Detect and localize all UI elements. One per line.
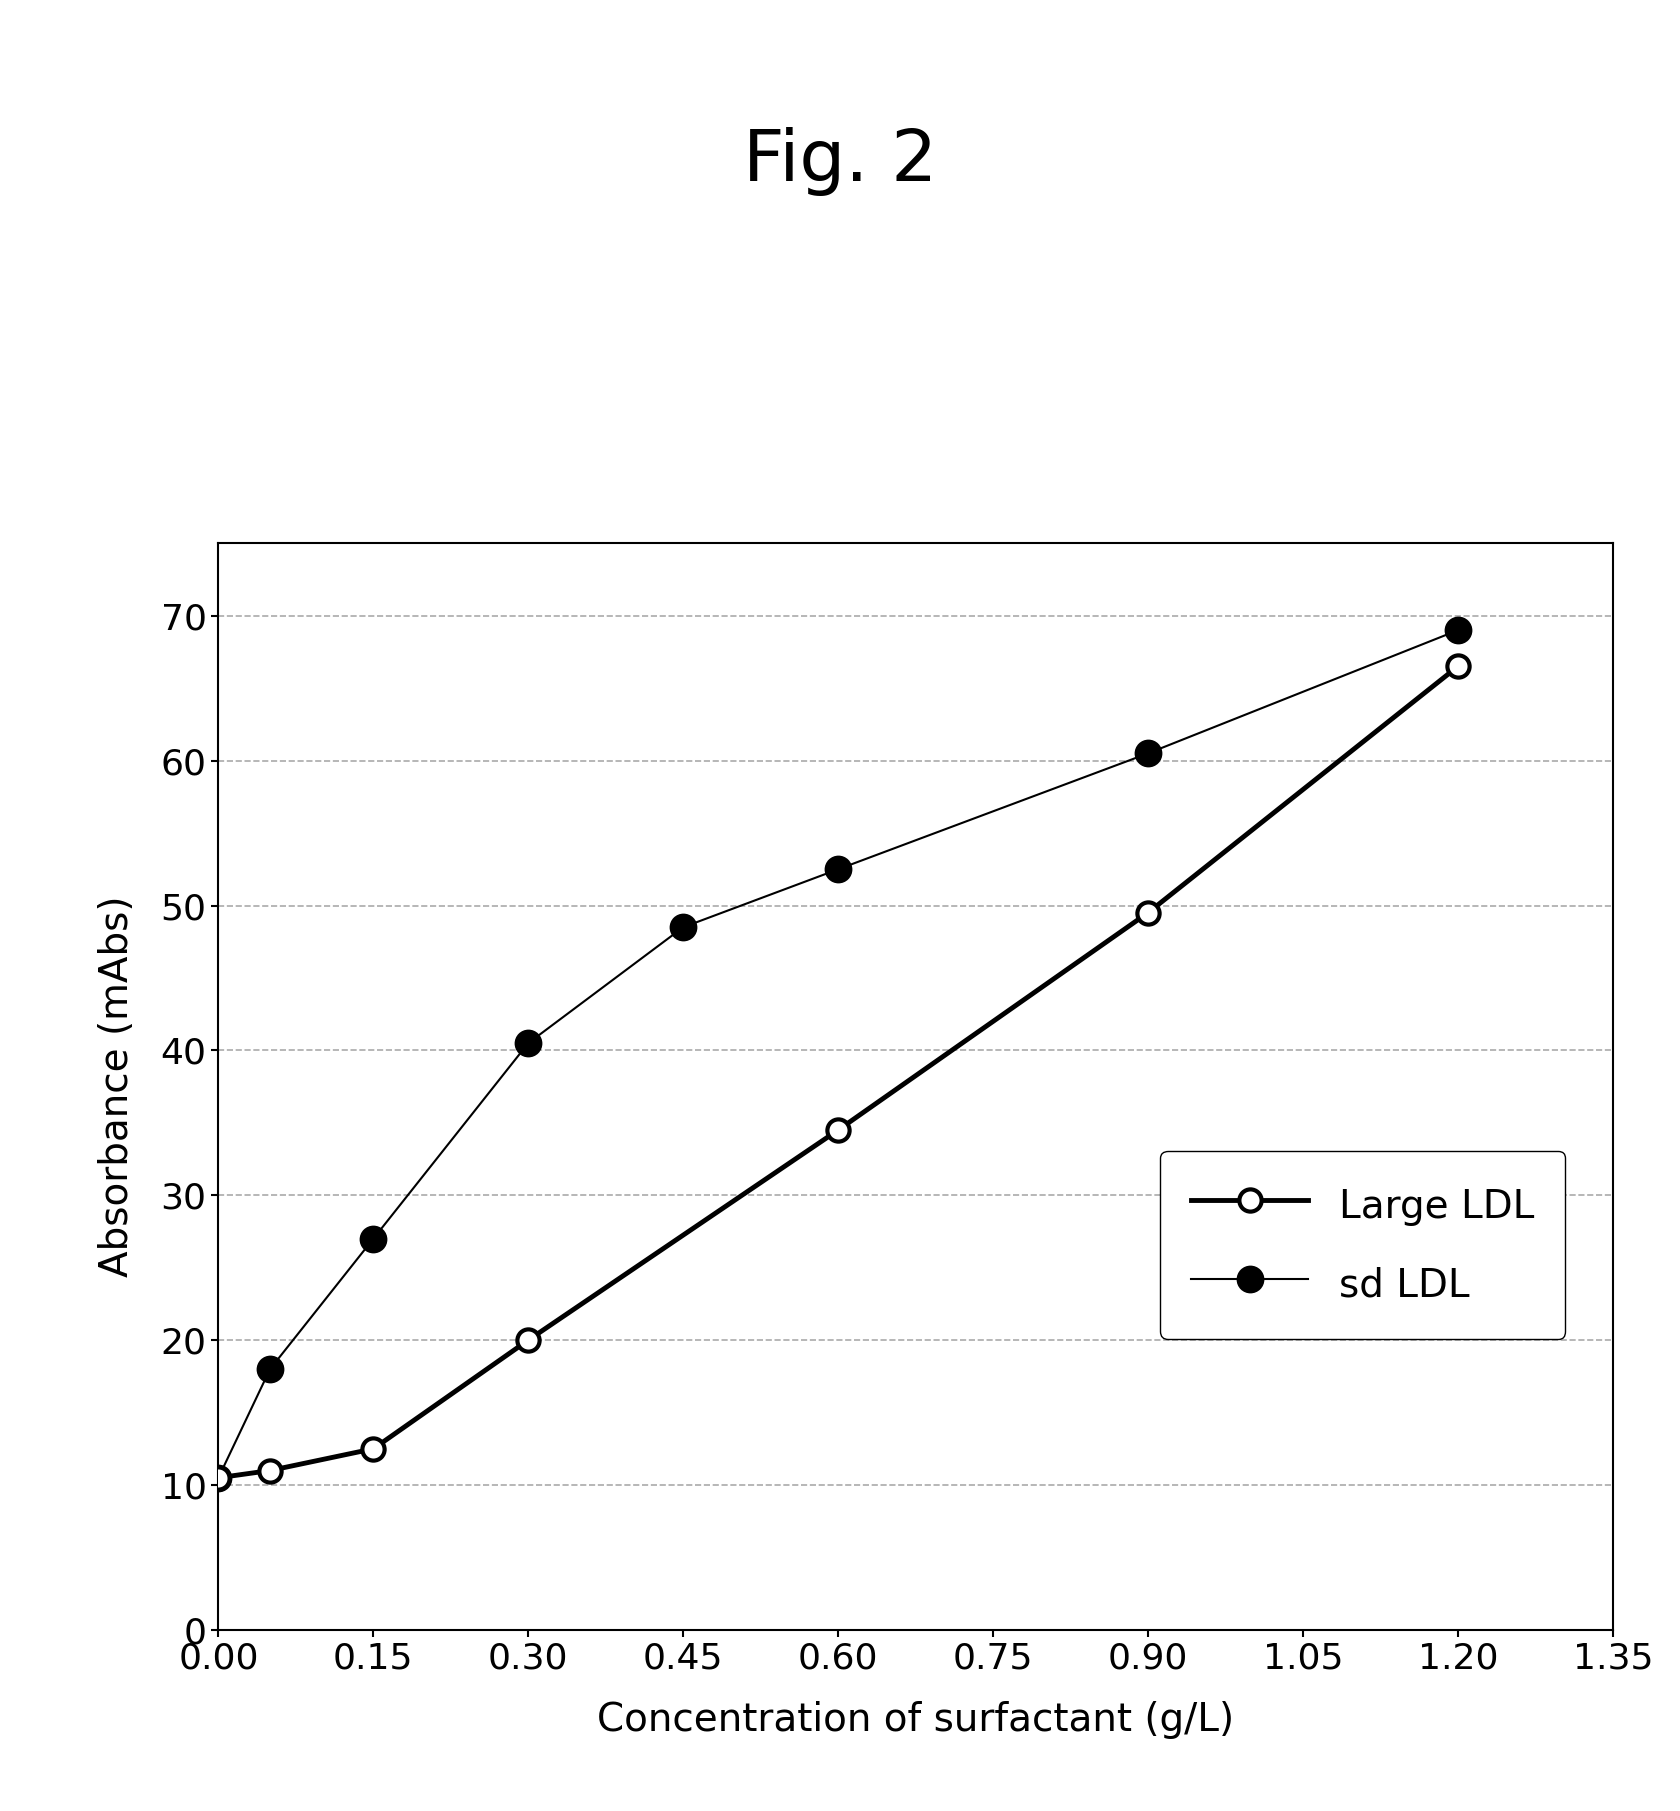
X-axis label: Concentration of surfactant (g/L): Concentration of surfactant (g/L) [596,1701,1235,1739]
Large LDL [1137,902,1158,924]
Line: Large LDL: Large LDL [207,656,1468,1489]
sd LDL [674,916,694,938]
sd LDL [517,1032,538,1054]
Large LDL [828,1119,848,1141]
Text: Fig. 2: Fig. 2 [743,127,937,196]
sd LDL [260,1358,281,1380]
sd LDL [363,1228,383,1250]
Y-axis label: Absorbance (mAbs): Absorbance (mAbs) [97,896,136,1277]
sd LDL [1448,619,1468,641]
Legend: Large LDL, sd LDL: Large LDL, sd LDL [1161,1150,1566,1338]
Large LDL [260,1460,281,1481]
Large LDL [517,1329,538,1351]
Large LDL [1448,656,1468,677]
sd LDL [828,858,848,880]
Line: sd LDL: sd LDL [207,618,1470,1490]
Large LDL [363,1438,383,1460]
sd LDL [208,1467,228,1489]
Large LDL [208,1467,228,1489]
sd LDL [1137,743,1158,764]
